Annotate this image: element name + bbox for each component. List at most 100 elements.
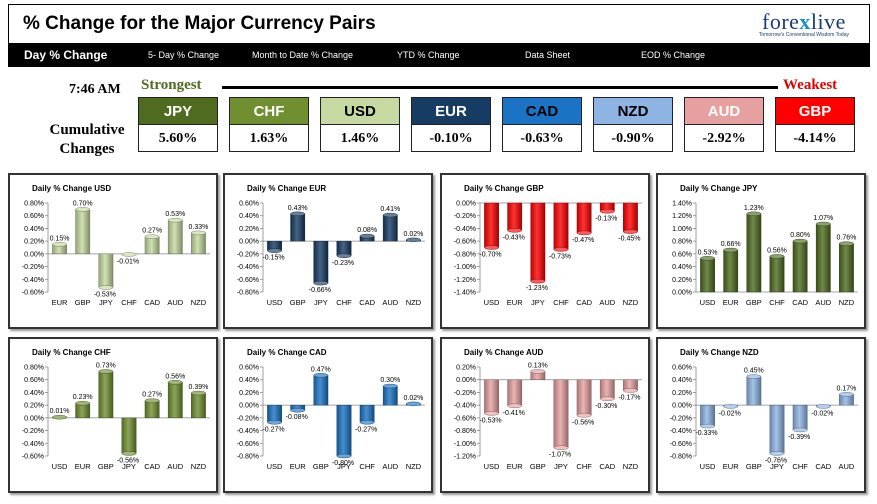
data-label: -0.08% [286, 414, 308, 421]
y-tick-label: 0.60% [239, 201, 259, 208]
x-tick-label: USD [484, 298, 500, 307]
data-label: -0.45% [618, 236, 640, 243]
bar-usd [700, 404, 715, 427]
data-label: -0.76% [765, 457, 787, 464]
currency-code: CHF [229, 97, 309, 125]
data-label: -0.39% [788, 434, 810, 441]
bar-gbp [746, 213, 762, 293]
y-tick-label: -0.20% [670, 415, 692, 422]
y-tick-label: 0.80% [672, 239, 692, 246]
data-label: -0.13% [595, 215, 617, 222]
data-label: -0.27% [355, 426, 377, 433]
x-tick-label: GBP [313, 462, 329, 471]
y-tick-label: -0.20% [454, 390, 476, 397]
data-label: -0.66% [309, 287, 331, 294]
x-tick-label: JPY [770, 462, 784, 471]
data-label: 0.43% [288, 205, 308, 212]
y-tick-label: -0.40% [22, 277, 44, 284]
bar-nzd [623, 202, 638, 232]
currency-code: EUR [411, 97, 491, 125]
data-label: -0.53% [94, 292, 116, 299]
y-tick-label: 0.60% [24, 377, 44, 384]
x-tick-label: CHF [553, 298, 569, 307]
y-tick-label: 0.00% [239, 403, 259, 410]
x-tick-label: AUD [815, 298, 831, 307]
nav-ytd-change[interactable]: YTD % Change [397, 50, 460, 60]
bar-jpy [530, 202, 546, 282]
currency-code: JPY [138, 97, 218, 125]
chart-panel-1: Daily % Change USD 0.80% 0.60% 0.40% 0.20% 0.… [8, 173, 218, 329]
y-tick-label: -1.40% [454, 290, 476, 297]
x-tick-label: CAD [792, 298, 808, 307]
y-tick-label: 0.60% [24, 213, 44, 220]
x-tick-label: EUR [723, 298, 739, 307]
x-tick-label: CHF [121, 298, 137, 307]
y-tick-label: 1.40% [672, 201, 692, 208]
y-tick-label: -0.80% [454, 251, 476, 258]
y-tick-label: 0.20% [24, 403, 44, 410]
x-tick-label: CAD [815, 462, 831, 471]
data-label: 0.39% [188, 384, 208, 391]
x-tick-label: JPY [554, 462, 568, 471]
y-tick-label: 0.00% [456, 201, 476, 208]
bar-aud [382, 385, 398, 406]
y-tick-label: -0.40% [454, 226, 476, 233]
y-tick-label: -0.60% [670, 441, 692, 448]
x-tick-label: EUR [290, 462, 306, 471]
logo-tagline: Tomorrow's Conventional Wisdom Today [758, 32, 849, 38]
y-tick-label: -0.60% [237, 277, 259, 284]
bar-nzd [191, 392, 206, 419]
data-label: -0.33% [695, 430, 717, 437]
y-tick-label: -0.20% [22, 264, 44, 271]
x-tick-label: JPY [531, 298, 545, 307]
data-label: 0.33% [188, 224, 208, 231]
currency-box-nzd: NZD -0.90% [593, 97, 673, 152]
y-tick-label: -0.80% [237, 290, 259, 297]
y-tick-label: -0.80% [454, 428, 476, 435]
nav-day-change[interactable]: Day % Change [24, 48, 108, 62]
currency-cumulative-value: -2.92% [684, 125, 764, 152]
nav-bar: Day % Change 5- Day % Change Month to Da… [8, 43, 870, 67]
y-tick-label: -0.60% [22, 454, 44, 461]
bar-gbp [313, 375, 329, 406]
strongest-label: Strongest [141, 77, 202, 93]
forexlive-logo[interactable]: forexlive Tomorrow's Conventional Wisdom… [759, 9, 849, 38]
bar-aud [815, 223, 831, 293]
bar-eur [507, 202, 523, 231]
bar-cad [792, 240, 808, 293]
currency-code: NZD [593, 97, 673, 125]
y-tick-label: 0.60% [672, 365, 692, 372]
x-tick-label: EUR [75, 462, 91, 471]
data-label: -0.80% [332, 460, 354, 467]
data-label: 0.15% [50, 235, 70, 242]
bar-chart: Daily % Change JPY 1.40% 1.20% 1.00% 0.80% 0.… [672, 184, 858, 307]
y-tick-label: 0.00% [24, 415, 44, 422]
x-tick-label: CHF [359, 462, 375, 471]
chart-panel-5: Daily % Change CHF 0.80% 0.60% 0.40% 0.20% 0.… [8, 337, 218, 493]
x-tick-label: CAD [144, 298, 160, 307]
y-tick-label: 0.80% [24, 365, 44, 372]
currency-box-aud: AUD -2.92% [684, 97, 764, 152]
data-label: 0.53% [698, 249, 718, 256]
data-label: 0.02% [403, 231, 423, 238]
bar-aud [382, 214, 398, 242]
x-tick-label: JPY [122, 462, 136, 471]
timestamp: 7:46 AM [69, 82, 121, 97]
x-tick-label: NZD [839, 298, 855, 307]
x-tick-label: CHF [792, 462, 808, 471]
nav-data-sheet[interactable]: Data Sheet [525, 50, 571, 60]
x-tick-label: AUD [839, 462, 855, 471]
nav-5day-change[interactable]: 5- Day % Change [148, 50, 220, 60]
y-tick-label: -0.80% [237, 454, 259, 461]
currency-cumulative-value: -0.63% [502, 125, 582, 152]
y-tick-label: 0.40% [24, 226, 44, 233]
bar-cad [576, 202, 592, 234]
y-tick-label: -0.20% [237, 251, 259, 258]
chart-panel-7: Daily % Change AUD 0.20% 0.00% -0.20% -0.40%… [440, 337, 650, 493]
data-label: -0.70% [479, 252, 501, 259]
nav-eod-change[interactable]: EOD % Change [641, 50, 706, 60]
currency-box-jpy: JPY 5.60% [138, 97, 218, 152]
bar-gbp [75, 209, 91, 255]
y-tick-label: -0.40% [237, 428, 259, 435]
nav-month-to-date-change[interactable]: Month to Date % Change [252, 50, 354, 60]
